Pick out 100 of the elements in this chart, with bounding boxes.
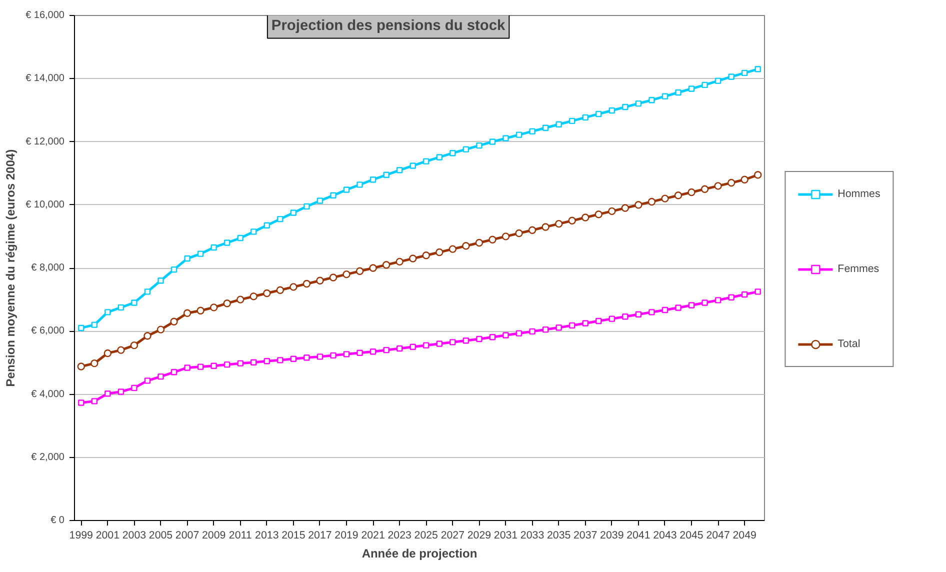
x-tick-label: 2007 (175, 530, 200, 542)
point (608, 207, 616, 216)
point (423, 342, 430, 348)
point (237, 360, 244, 366)
point (648, 198, 656, 206)
point (754, 288, 761, 295)
point (329, 274, 338, 282)
point (343, 186, 350, 193)
x-tick-label: 2029 (467, 530, 492, 542)
point (370, 348, 376, 355)
point (304, 354, 310, 361)
point (304, 203, 310, 210)
x-tick-label: 2049 (732, 530, 757, 542)
point (158, 373, 164, 380)
point (515, 229, 523, 238)
point (250, 228, 257, 235)
point (714, 297, 722, 304)
point (423, 158, 430, 164)
x-tick-label: 2043 (653, 530, 677, 542)
point (688, 86, 695, 92)
y-tick-label: € 8,000 (31, 262, 65, 274)
point (250, 359, 257, 366)
point (118, 304, 124, 311)
point (156, 326, 165, 334)
point (91, 322, 98, 328)
point (396, 345, 403, 352)
point (369, 264, 377, 272)
point (184, 255, 190, 262)
point (77, 362, 85, 370)
x-tick-label: 2039 (600, 530, 624, 542)
x-axis-title: Année de projection (362, 546, 478, 560)
x-tick-label: 2021 (361, 530, 385, 542)
point (754, 66, 761, 72)
point (488, 236, 496, 244)
point (448, 245, 457, 253)
point (608, 107, 616, 114)
legend-label: Hommes (838, 188, 880, 200)
legend-label: Femmes (838, 262, 880, 274)
y-tick-label: € 0 (50, 515, 65, 526)
point (197, 364, 204, 370)
point (476, 142, 482, 149)
point (462, 337, 470, 344)
point (528, 226, 536, 234)
x-tick-label: 2041 (626, 530, 650, 542)
point (170, 369, 178, 376)
point (516, 132, 522, 138)
point (264, 222, 270, 228)
x-tick-label: 2031 (494, 530, 518, 542)
point (422, 252, 430, 260)
point (702, 82, 708, 88)
point (144, 332, 152, 340)
point (622, 104, 628, 110)
point (410, 344, 416, 350)
point (118, 388, 124, 395)
x-tick-label: 2037 (574, 530, 598, 542)
point (170, 266, 178, 273)
point (436, 154, 443, 160)
point (568, 118, 576, 124)
point (582, 320, 588, 326)
point (342, 270, 350, 278)
point (210, 304, 218, 312)
legend-label: Total (838, 338, 860, 350)
point (170, 318, 178, 326)
point (356, 182, 363, 188)
point (450, 339, 456, 346)
point (502, 232, 510, 240)
point (290, 283, 298, 291)
point (634, 201, 642, 209)
point (224, 361, 230, 368)
x-tick-label: 2001 (96, 530, 120, 542)
point (210, 244, 217, 251)
point (263, 289, 271, 298)
point (410, 162, 416, 169)
point (277, 357, 284, 364)
point (462, 242, 470, 250)
point (568, 216, 576, 224)
point (196, 306, 204, 314)
x-tick-label: 2047 (706, 530, 730, 542)
point (554, 220, 563, 228)
point (594, 210, 602, 218)
point (183, 309, 192, 317)
point (582, 214, 590, 222)
y-tick-label: € 4,000 (31, 388, 65, 400)
x-tick-label: 2023 (388, 530, 412, 542)
point (264, 358, 270, 364)
point (714, 182, 722, 190)
point (502, 332, 509, 338)
y-tick-label: € 12,000 (26, 136, 65, 148)
y-tick-label: € 2,000 (31, 452, 65, 463)
y-tick-label: € 6,000 (31, 326, 65, 337)
point (728, 74, 734, 80)
point (104, 349, 112, 358)
point (754, 171, 762, 179)
point (596, 318, 602, 324)
x-tick-label: 2019 (334, 530, 358, 542)
x-tick-label: 2033 (520, 530, 544, 542)
point (330, 352, 336, 359)
point (582, 114, 588, 121)
point (330, 192, 336, 199)
point (450, 150, 456, 156)
